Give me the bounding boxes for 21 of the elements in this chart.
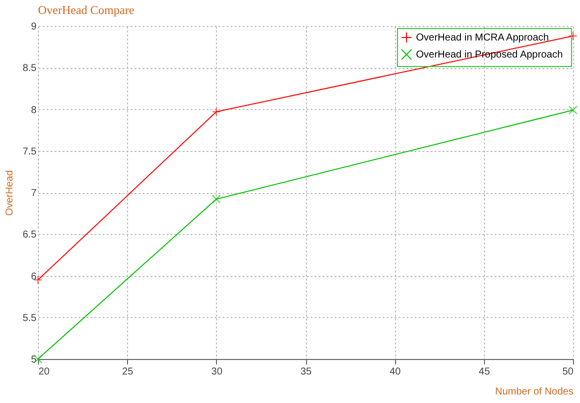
y-tick-label: 9 xyxy=(30,22,37,32)
x-axis-title: Number of Nodes xyxy=(495,386,574,398)
y-tick-label: 7 xyxy=(30,188,37,199)
chart-title: OverHead Compare xyxy=(38,3,134,17)
legend-label: OverHead in MCRA Approach xyxy=(416,32,549,44)
y-tick-label: 8.5 xyxy=(22,63,37,74)
x-tick-label: 20 xyxy=(38,366,50,378)
y-tick-label: 6 xyxy=(30,271,37,282)
y-tick-label: 5 xyxy=(30,354,37,366)
y-axis-title: OverHead xyxy=(4,170,16,216)
x-tick-label: 40 xyxy=(390,366,402,378)
y-tick-label: 6.5 xyxy=(22,230,37,241)
y-tick-label: 8 xyxy=(30,104,37,116)
x-tick-label: 30 xyxy=(211,366,223,378)
y-tick-label: 5.5 xyxy=(22,312,37,324)
x-tick-label: 35 xyxy=(300,366,312,378)
y-tick-label: 7.5 xyxy=(22,146,37,158)
x-tick-label: 45 xyxy=(478,366,490,378)
x-tick-label: 25 xyxy=(122,366,134,378)
legend-label: OverHead in Proposed Approach xyxy=(416,50,563,60)
x-tick-label: 50 xyxy=(562,366,574,378)
